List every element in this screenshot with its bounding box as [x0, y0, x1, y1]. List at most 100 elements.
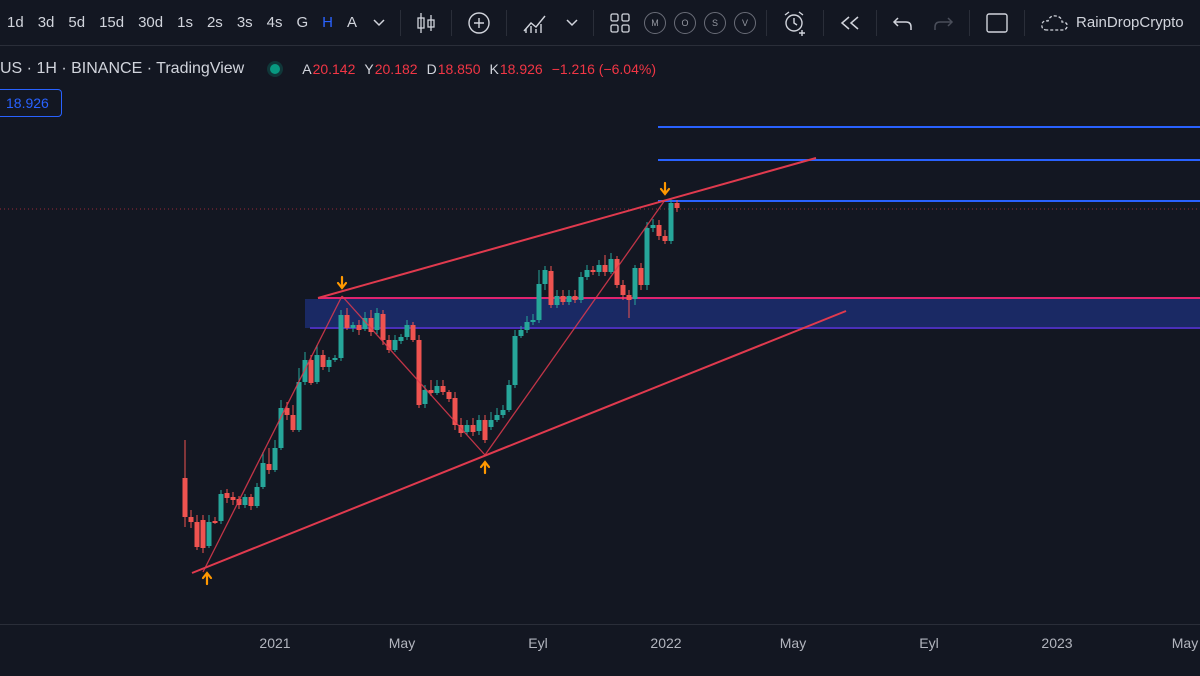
bearish-candle	[290, 415, 296, 430]
username-label[interactable]: RainDropCrypto	[1076, 14, 1184, 31]
bullish-candle	[584, 270, 590, 277]
bearish-candle	[548, 271, 554, 305]
cloud-icon[interactable]	[1031, 0, 1070, 45]
bullish-candle	[644, 228, 650, 285]
bearish-candle	[572, 296, 578, 300]
bullish-candle	[260, 463, 266, 487]
interval-3s[interactable]: 3s	[236, 13, 253, 31]
undo-icon[interactable]	[883, 0, 923, 45]
divider	[451, 9, 453, 36]
low-label: D	[426, 61, 437, 77]
bullish-candle	[362, 318, 368, 329]
bullish-candle	[650, 225, 656, 228]
symbol-title[interactable]: US · 1H · BINANCE · TradingView	[0, 60, 245, 77]
bullish-candle	[326, 360, 332, 367]
bearish-candle	[182, 478, 188, 517]
bearish-candle	[662, 236, 668, 241]
bullish-candle	[536, 284, 542, 320]
bearish-candle	[356, 325, 362, 330]
bullish-candle	[404, 325, 410, 337]
fullscreen-icon[interactable]	[976, 0, 1018, 45]
bearish-candle	[440, 386, 446, 392]
zigzag-line	[484, 199, 666, 456]
bearish-candle	[674, 203, 680, 208]
bearish-candle	[386, 340, 392, 350]
bearish-candle	[416, 340, 422, 405]
bearish-candle	[188, 517, 194, 522]
bullish-candle	[374, 313, 380, 330]
bullish-candle	[518, 330, 524, 336]
bearish-candle	[212, 521, 218, 523]
arrow-down-icon	[336, 275, 348, 290]
time-label: Eyl	[919, 635, 939, 651]
template-button-v[interactable]: V	[734, 11, 757, 34]
interval-h[interactable]: H	[322, 13, 334, 31]
bullish-candle	[578, 277, 584, 300]
chevron-down-icon[interactable]	[557, 0, 587, 45]
bullish-candle	[596, 265, 602, 272]
time-label: May	[388, 635, 416, 651]
time-label: 2021	[259, 635, 291, 651]
interval-1s[interactable]: 1s	[177, 13, 193, 31]
template-button-m[interactable]: M	[644, 11, 667, 34]
bullish-candle	[554, 296, 560, 305]
bearish-candle	[230, 497, 236, 500]
divider	[593, 9, 595, 36]
template-button-o[interactable]: O	[674, 11, 697, 34]
bearish-candle	[284, 408, 290, 415]
interval-3d[interactable]: 3d	[37, 13, 55, 31]
supply-zone	[305, 299, 1200, 328]
arrow-up-icon	[479, 460, 491, 475]
interval-1d[interactable]: 1d	[7, 13, 24, 31]
bearish-candle	[452, 398, 458, 425]
interval-15d[interactable]: 15d	[99, 13, 125, 31]
add-compare-icon[interactable]	[458, 0, 500, 45]
bearish-candle	[224, 493, 230, 498]
template-button-s[interactable]: S	[704, 11, 727, 34]
divider	[876, 9, 878, 36]
bearish-candle	[428, 390, 434, 393]
bullish-candle	[314, 355, 320, 382]
divider	[823, 9, 825, 36]
redo-icon[interactable]	[923, 0, 963, 45]
layouts-icon[interactable]	[600, 0, 640, 45]
divider	[1024, 9, 1026, 36]
bearish-candle	[266, 464, 272, 470]
bullish-candle	[632, 268, 638, 299]
bullish-candle	[500, 410, 506, 415]
high-label: Y	[364, 61, 374, 77]
price-chart[interactable]	[0, 0, 1200, 624]
interval-4s[interactable]: 4s	[266, 13, 283, 31]
divider	[400, 9, 402, 36]
bullish-candle	[422, 390, 428, 404]
interval-2s[interactable]: 2s	[206, 13, 223, 31]
bearish-candle	[368, 318, 374, 332]
bullish-candle	[332, 358, 338, 360]
channel-lower-line	[191, 310, 847, 574]
interval-30d[interactable]: 30d	[138, 13, 164, 31]
symbol-legend: US · 1H · BINANCE · TradingView A 20.142 …	[0, 58, 665, 80]
replay-icon[interactable]	[830, 0, 870, 45]
bullish-candle	[488, 420, 494, 427]
chevron-down-icon[interactable]	[364, 0, 394, 45]
open-value: 20.142	[312, 61, 356, 77]
close-value: 18.926	[499, 61, 543, 77]
interval-g[interactable]: G	[296, 13, 309, 31]
bullish-candle	[398, 337, 404, 341]
bearish-candle	[380, 314, 386, 340]
interval-a[interactable]: A	[347, 13, 358, 31]
bullish-candle	[242, 497, 248, 505]
divider	[969, 9, 971, 36]
bullish-candle	[302, 360, 308, 382]
time-label: May	[1171, 635, 1199, 651]
interval-5d[interactable]: 5d	[68, 13, 86, 31]
alarm-clock-icon[interactable]	[773, 0, 817, 45]
time-axis[interactable]: 2021 May Eyl 2022 May Eyl 2023 May	[0, 624, 1200, 676]
bullish-candle	[296, 382, 302, 430]
time-label: 2023	[1041, 635, 1073, 651]
bullish-candle	[506, 385, 512, 410]
indicators-icon[interactable]	[513, 0, 557, 45]
bearish-candle	[614, 259, 620, 285]
bearish-candle	[236, 499, 242, 505]
candlestick-type-icon[interactable]	[407, 0, 445, 45]
